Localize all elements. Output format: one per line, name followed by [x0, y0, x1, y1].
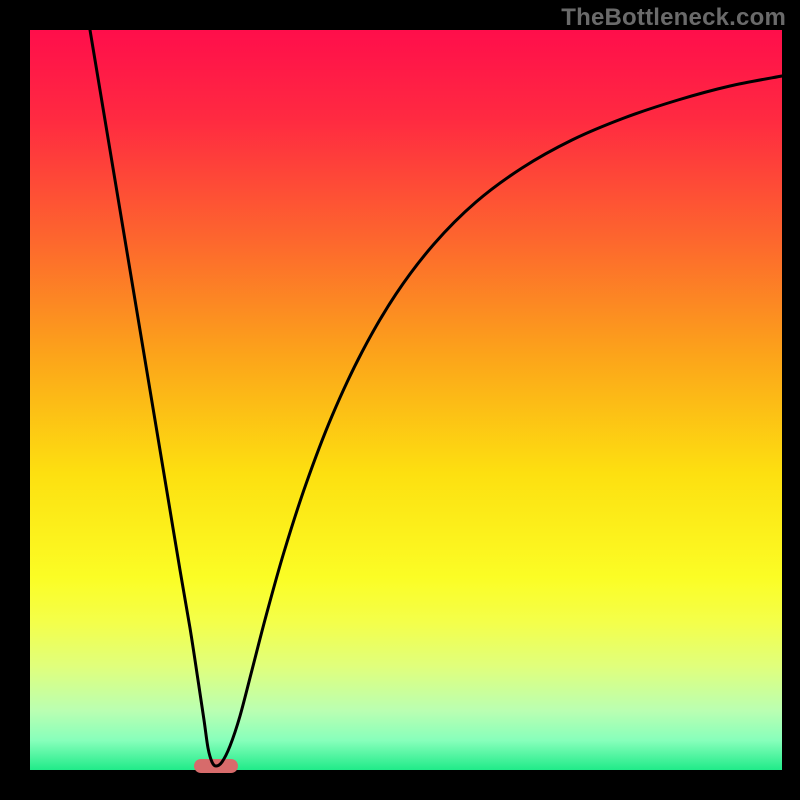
chart-gradient-background: [30, 30, 782, 770]
chart-container: TheBottleneck.com: [0, 0, 800, 800]
bottleneck-chart: [0, 0, 800, 800]
watermark-text: TheBottleneck.com: [561, 4, 786, 32]
